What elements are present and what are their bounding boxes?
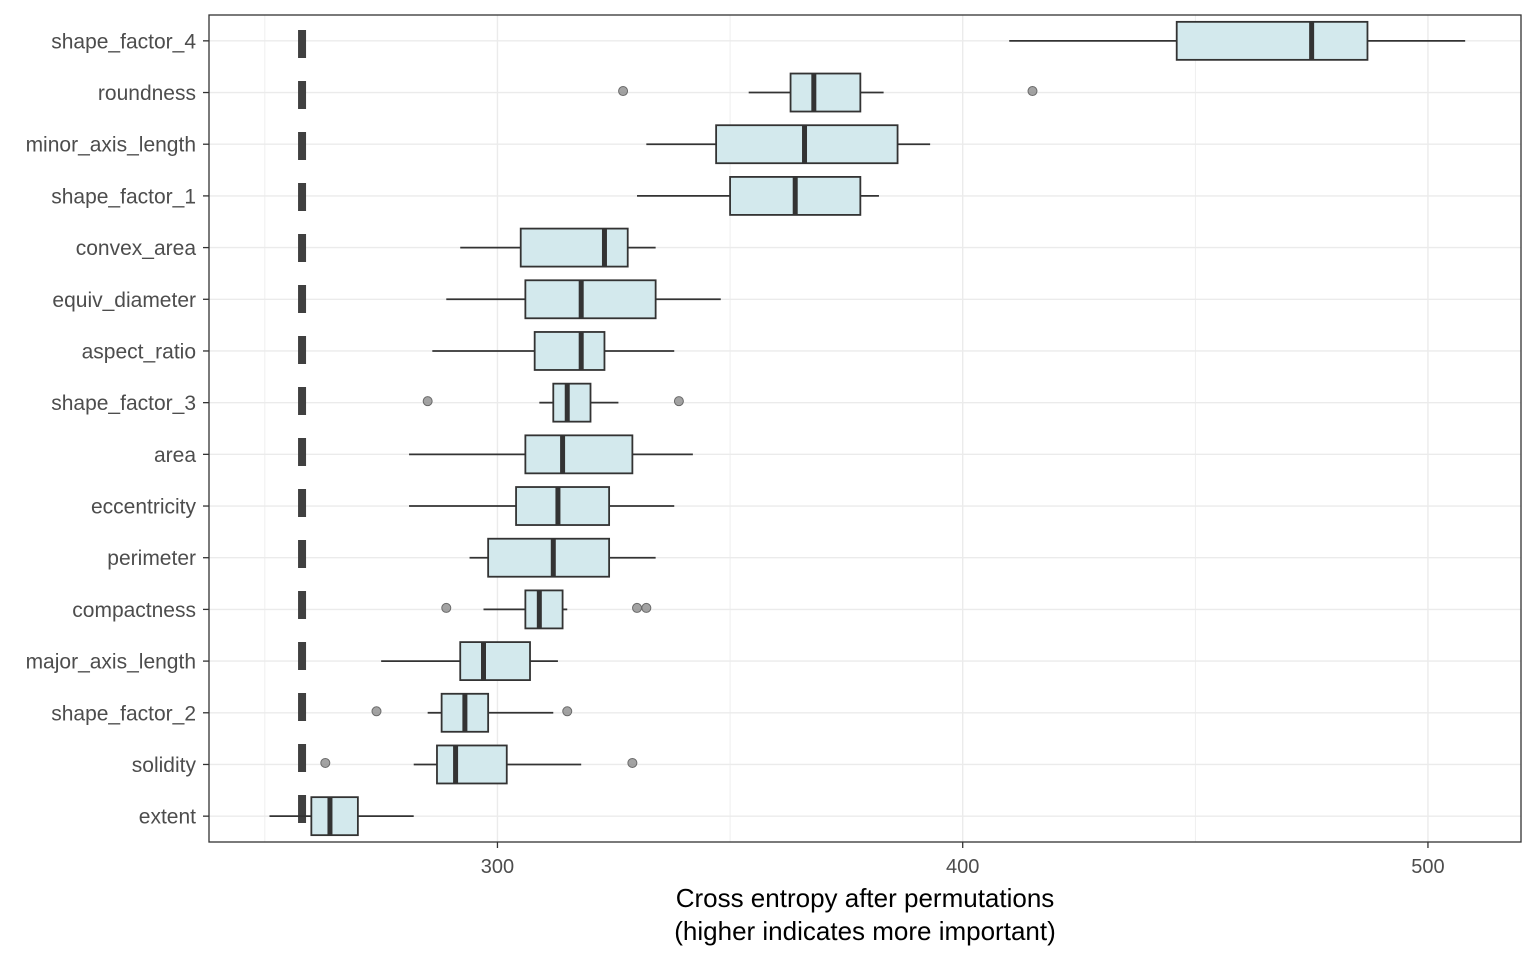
y-tick-label: area [154, 444, 196, 467]
box-perimeter [469, 537, 656, 578]
outlier-point [371, 706, 382, 717]
box-roundness [618, 72, 1038, 113]
outlier-point [320, 757, 331, 768]
box-area [409, 434, 693, 475]
y-tick-label: shape_factor_4 [51, 30, 196, 53]
box-equiv-diameter [446, 279, 721, 320]
outlier-point [562, 706, 573, 717]
iqr-box [436, 744, 508, 785]
x-tick-label: 400 [946, 856, 979, 878]
box-minor-axis-length [646, 124, 931, 165]
box-major-axis-length [381, 641, 558, 681]
box-shape-factor-4 [1009, 20, 1466, 61]
y-tick-label: aspect_ratio [82, 340, 196, 363]
y-tick-label: equiv_diameter [52, 289, 196, 312]
iqr-box [552, 382, 592, 423]
box-shape-factor-3 [422, 382, 684, 423]
x-axis-title: Cross entropy after permutations [676, 883, 1055, 913]
x-tick-label: 300 [481, 856, 514, 878]
iqr-box [524, 589, 564, 630]
outlier-point [422, 396, 433, 407]
iqr-box [524, 434, 634, 475]
iqr-box [487, 537, 611, 578]
plot-panel-border [208, 14, 1522, 843]
box-convex-area [460, 227, 656, 268]
box-eccentricity [409, 486, 675, 526]
y-tick-label: shape_factor_1 [51, 185, 196, 208]
iqr-box [789, 72, 862, 113]
y-tick-label: shape_factor_3 [51, 392, 196, 415]
boxes-layer [269, 20, 1466, 837]
box-aspect-ratio [432, 331, 675, 371]
iqr-box [519, 227, 629, 268]
x-axis-title-line-2: (higher indicates more important) [674, 916, 1056, 946]
outlier-point [627, 757, 638, 768]
iqr-box [310, 796, 359, 837]
outlier-point [641, 602, 652, 613]
y-tick-label: compactness [72, 599, 196, 622]
iqr-box [515, 486, 611, 526]
outlier-point [673, 396, 684, 407]
y-tick-label: minor_axis_length [26, 134, 196, 157]
y-tick-label: solidity [132, 754, 197, 777]
box-compactness [441, 589, 652, 630]
y-tick-label: major_axis_length [26, 651, 196, 674]
y-tick-label: perimeter [107, 547, 196, 570]
outlier-point [1027, 86, 1038, 97]
iqr-box [459, 641, 531, 681]
box-shape-factor-1 [637, 176, 879, 216]
y-tick-label: eccentricity [91, 496, 197, 519]
outlier-point [632, 602, 643, 613]
iqr-box [533, 331, 606, 371]
y-tick-label: convex_area [76, 237, 197, 260]
y-tick-label: shape_factor_2 [51, 702, 196, 725]
box-extent [269, 796, 414, 837]
x-tick-label: 500 [1411, 856, 1444, 878]
axes-layer: shape_factor_4 roundness minor_axis_length… [26, 30, 1445, 878]
y-tick-label: roundness [98, 82, 196, 105]
outlier-point [618, 86, 629, 97]
iqr-box [524, 279, 657, 320]
box-shape-factor-2 [371, 692, 573, 733]
y-tick-label: extent [139, 806, 196, 829]
outlier-point [441, 602, 452, 613]
iqr-box [1175, 20, 1369, 61]
box-solidity [320, 744, 638, 785]
